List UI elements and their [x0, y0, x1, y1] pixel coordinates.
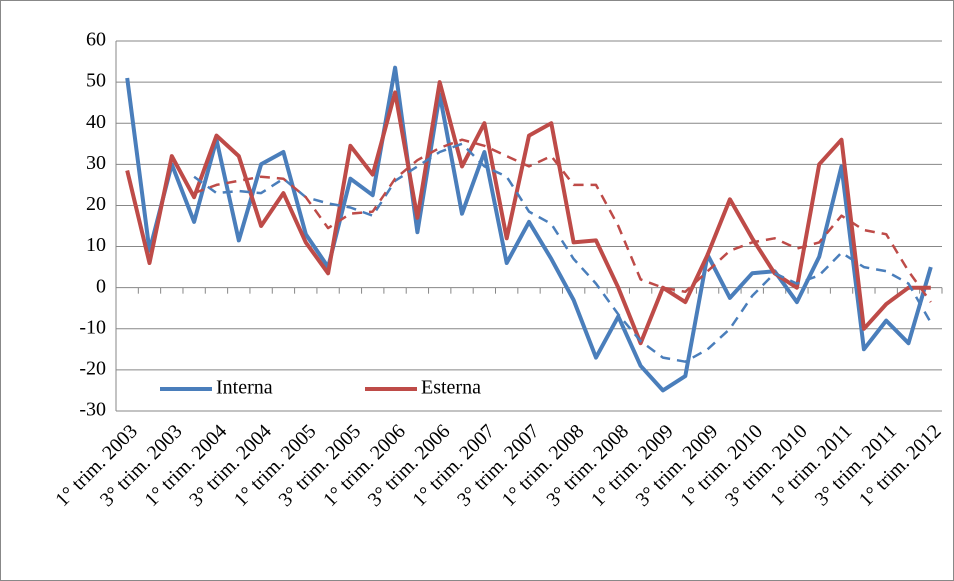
y-tick-label: 60 — [86, 29, 106, 51]
y-tick-label: 10 — [86, 234, 106, 256]
legend-label: Interna — [216, 377, 273, 399]
y-tick-label: -10 — [79, 316, 106, 338]
y-tick-label: 40 — [86, 111, 106, 133]
y-tick-label: 30 — [86, 152, 106, 174]
y-tick-label: 0 — [96, 275, 106, 297]
y-tick-label: -30 — [79, 399, 106, 421]
y-tick-label: 50 — [86, 70, 106, 92]
y-tick-label: 20 — [86, 193, 106, 215]
series-line — [125, 65, 933, 393]
y-tick-label: -20 — [79, 357, 106, 379]
series-line — [125, 80, 931, 346]
trend-line — [193, 138, 932, 303]
legend-label: Esterna — [421, 377, 481, 399]
trend-line — [193, 142, 932, 363]
